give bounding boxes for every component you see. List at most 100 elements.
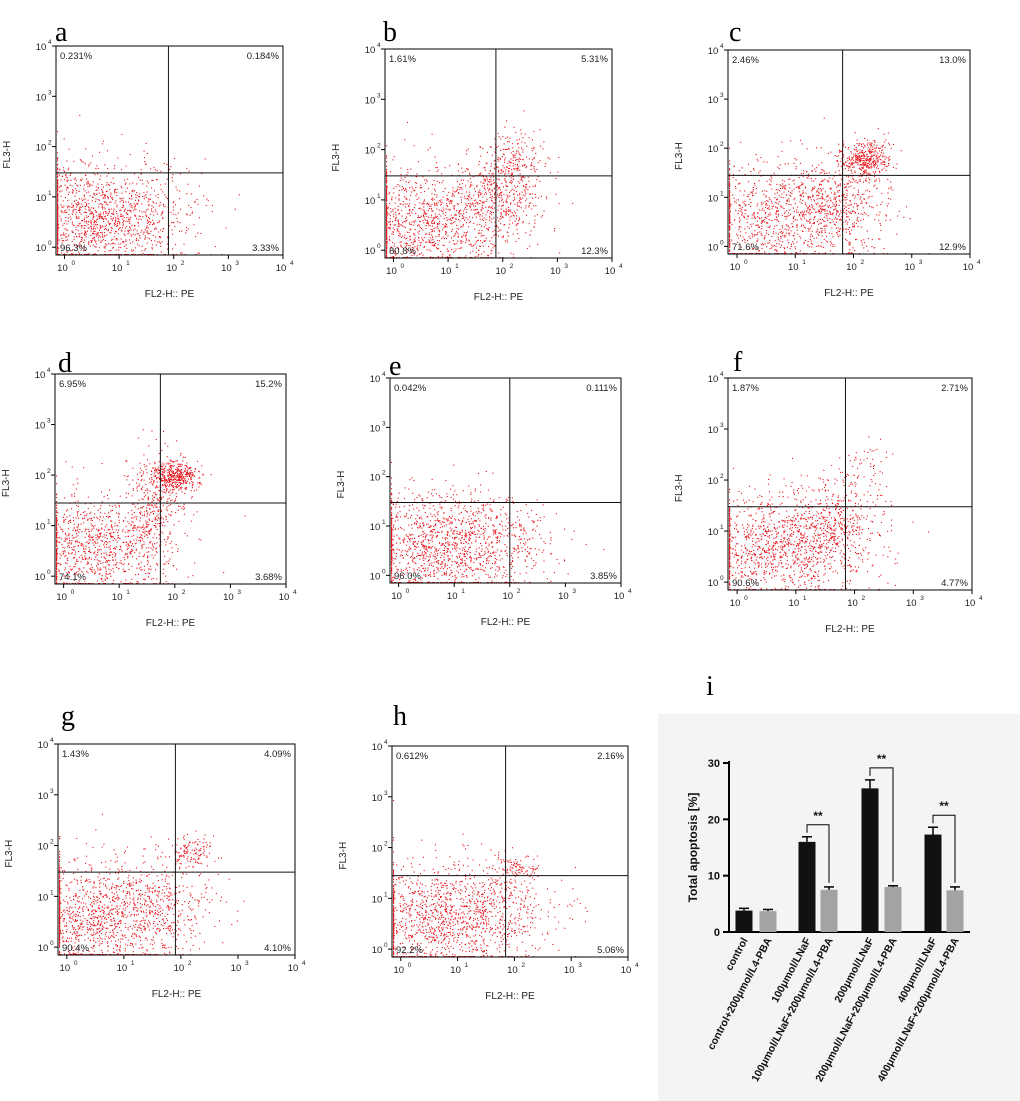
data-point [738,183,740,185]
data-point [460,226,462,228]
data-point [771,188,773,190]
data-point [843,143,845,145]
data-point [57,251,59,253]
data-point [729,238,731,240]
data-point [88,164,90,166]
data-point [873,139,875,141]
data-point [57,191,59,193]
data-point [419,242,421,244]
data-point [423,206,425,208]
data-point [81,200,83,202]
data-point [845,206,847,208]
data-point [136,230,138,232]
data-point [211,205,213,207]
data-point [843,208,845,210]
data-point [393,245,395,247]
data-point [160,236,162,238]
data-point [211,211,213,213]
data-point [428,224,430,226]
data-point [132,241,134,243]
data-point [397,229,399,231]
data-point [777,236,779,238]
data-point [505,180,507,182]
data-point [102,192,104,194]
data-point [85,175,87,177]
data-point [122,242,124,244]
data-point [878,150,880,152]
data-point [875,171,877,173]
data-point [778,220,780,222]
data-point [767,215,769,217]
data-point [393,213,395,215]
data-point [148,221,150,223]
data-point [737,241,739,243]
data-point [898,210,900,212]
data-point [479,189,481,191]
data-point [729,190,731,192]
data-point [545,162,547,164]
data-point [838,163,840,165]
data-point [57,247,59,249]
data-point [845,228,847,230]
data-point [70,173,72,175]
data-point [146,231,148,233]
data-point [890,198,892,200]
data-point [474,209,476,211]
data-point [469,207,471,209]
data-point [103,198,105,200]
data-point [419,207,421,209]
data-point [89,185,91,187]
data-point [453,235,455,237]
data-point [74,177,76,179]
data-point [758,250,760,252]
data-point [87,180,89,182]
data-point [60,220,62,222]
data-point [828,232,830,234]
data-point [800,211,802,213]
data-point [426,215,428,217]
data-point [446,217,448,219]
data-point [149,220,151,222]
data-point [749,248,751,250]
data-point [136,192,138,194]
data-point [836,210,838,212]
data-point [57,184,59,186]
data-point [856,139,858,141]
data-point [57,198,59,200]
data-point [409,229,411,231]
data-point [99,236,101,238]
data-point [119,201,121,203]
data-point [57,131,59,133]
data-point [820,197,822,199]
data-point [515,212,517,214]
data-point [875,158,877,160]
data-point [883,133,885,135]
data-point [879,147,881,149]
data-point [862,167,864,169]
data-point [76,236,78,238]
y-tick-label: 10 [365,45,376,56]
data-point [147,220,149,222]
data-point [881,201,883,203]
data-point [71,213,73,215]
data-point [873,154,875,156]
data-point [876,204,878,206]
data-point [416,176,418,178]
data-point [113,210,115,212]
data-point [524,189,526,191]
data-point [386,221,388,223]
data-point [80,225,82,227]
data-point [125,220,127,222]
data-point [796,219,798,221]
data-point [506,194,508,196]
data-point [744,213,746,215]
data-point [104,235,106,237]
data-point [869,205,871,207]
data-point [816,228,818,230]
data-point [856,193,858,195]
data-point [796,224,798,226]
data-point [422,202,424,204]
data-point [865,151,867,153]
data-point [766,222,768,224]
data-point [751,192,753,194]
